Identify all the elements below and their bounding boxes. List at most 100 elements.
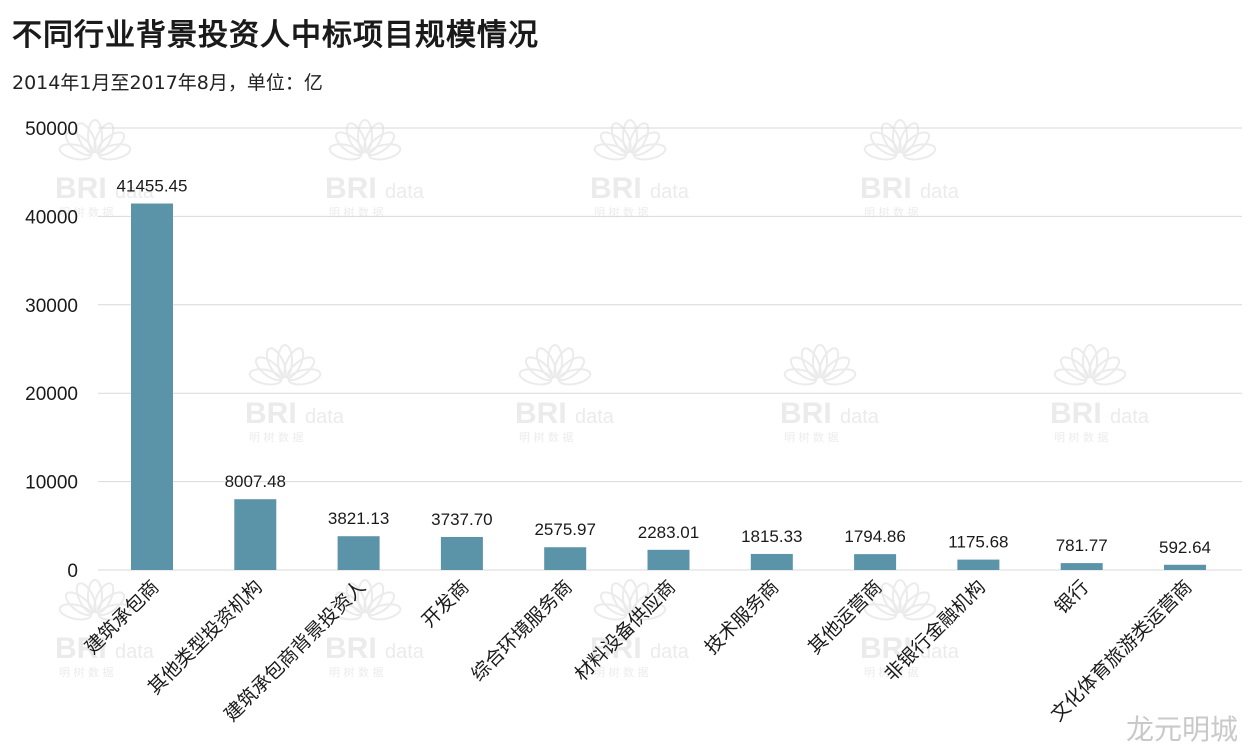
data-label: 3737.70 [431, 510, 492, 529]
watermark-leaf [367, 603, 402, 621]
bar [647, 549, 690, 570]
data-label: 41455.45 [117, 177, 188, 196]
watermark-logo-suffix: data [575, 406, 615, 428]
watermark-logo-text: BRI [590, 172, 642, 205]
watermark-logo-caption: 明 树 数 据 [249, 430, 304, 444]
watermark-leaf [822, 368, 857, 386]
bar [750, 553, 793, 570]
bar [440, 536, 483, 570]
watermark-logo-suffix: data [650, 181, 690, 203]
watermark-logo-text: BRI [325, 172, 377, 205]
watermark-logo-text: BRI [860, 632, 912, 665]
data-label: 592.64 [1159, 538, 1211, 557]
watermark-logo-caption: 明 树 数 据 [329, 205, 384, 219]
y-tick-label: 50000 [25, 119, 78, 140]
watermark-logo-text: BRI [55, 632, 107, 665]
watermark-logo-caption: 明 树 数 据 [519, 430, 574, 444]
watermark-logo-text: BRI [55, 172, 107, 205]
watermark-logo-suffix: data [920, 641, 960, 663]
watermark-logo-caption: 明 树 数 据 [784, 430, 839, 444]
y-axis-ticks: 0 10000 20000 30000 40000 50000 [25, 119, 78, 582]
x-tick-label: 技术服务商 [701, 576, 784, 659]
watermark-logo-caption: 明 树 数 据 [59, 665, 114, 679]
watermark-logo-caption: 明 树 数 据 [864, 205, 919, 219]
bar [131, 203, 173, 571]
watermark-logo-suffix: data [385, 181, 425, 203]
watermark-logo-text: BRI [590, 632, 642, 665]
y-tick-label: 0 [67, 561, 78, 582]
watermark-leaf [367, 143, 402, 161]
y-tick-label: 10000 [25, 473, 78, 494]
watermark-logo-suffix: data [920, 181, 960, 203]
watermark-logo-caption: 明 树 数 据 [329, 665, 384, 679]
data-label: 8007.48 [225, 472, 286, 491]
watermark-logo-text: BRI [325, 632, 377, 665]
x-tick-label: 开发商 [418, 576, 474, 632]
data-label: 781.77 [1056, 536, 1108, 555]
x-tick-label: 银行 [1051, 576, 1093, 618]
x-tick-label: 其他类型投资机构 [144, 576, 267, 699]
watermark-logo-text: BRI [245, 397, 297, 430]
watermark-leaf [97, 143, 132, 161]
watermark-logo-caption: 明 树 数 据 [1054, 430, 1109, 444]
watermark-logo-suffix: data [840, 406, 880, 428]
corner-watermark: 龙元明城 [1125, 713, 1238, 746]
watermark-leaf [632, 143, 667, 161]
watermark-logo-suffix: data [385, 641, 425, 663]
watermark-logo-text: BRI [1050, 397, 1102, 430]
data-label: 1794.86 [844, 527, 905, 546]
watermark-logo-suffix: data [115, 641, 155, 663]
bar [854, 554, 897, 570]
watermark-logo-suffix: data [650, 641, 690, 663]
bar [957, 559, 1000, 570]
watermark-logo-caption: 明 树 数 据 [594, 205, 649, 219]
data-label: 1815.33 [741, 527, 802, 546]
data-label: 2283.01 [638, 523, 699, 542]
bar [1164, 564, 1206, 570]
data-label: 1175.68 [948, 533, 1008, 552]
watermark-logo-suffix: data [1110, 406, 1150, 428]
bar [1060, 563, 1103, 570]
watermark-leaf [632, 603, 667, 621]
watermark-logo-text: BRI [860, 172, 912, 205]
x-tick-label: 综合环境服务商 [467, 576, 577, 686]
data-label: 3821.13 [328, 509, 389, 528]
watermark-leaf [557, 368, 592, 386]
watermark-logo-suffix: data [115, 181, 155, 203]
watermark-leaf [287, 368, 322, 386]
chart-subtitle: 2014年1月至2017年8月，单位：亿 [12, 72, 323, 94]
chart-title: 不同行业背景投资人中标项目规模情况 [12, 18, 539, 53]
bars [131, 203, 1206, 571]
watermark-logo-text: BRI [515, 397, 567, 430]
bar [544, 547, 587, 570]
watermark-logo-text: BRI [780, 397, 832, 430]
watermark-logo-suffix: data [305, 406, 345, 428]
watermark-logo-caption: 明 树 数 据 [594, 665, 649, 679]
watermark-leaf [902, 603, 937, 621]
y-tick-label: 40000 [25, 207, 78, 228]
watermark-leaf [1092, 368, 1127, 386]
watermark-leaf [97, 603, 132, 621]
watermark-leaf [902, 143, 937, 161]
data-labels: 41455.45 8007.48 3821.13 3737.70 2575.97 2283… [117, 177, 1211, 557]
y-tick-label: 20000 [25, 384, 78, 405]
data-label: 2575.97 [534, 520, 595, 539]
watermark-logo-caption: 明 树 数 据 [864, 665, 919, 679]
y-tick-label: 30000 [25, 296, 78, 317]
bar [337, 536, 380, 570]
bar [234, 499, 277, 570]
